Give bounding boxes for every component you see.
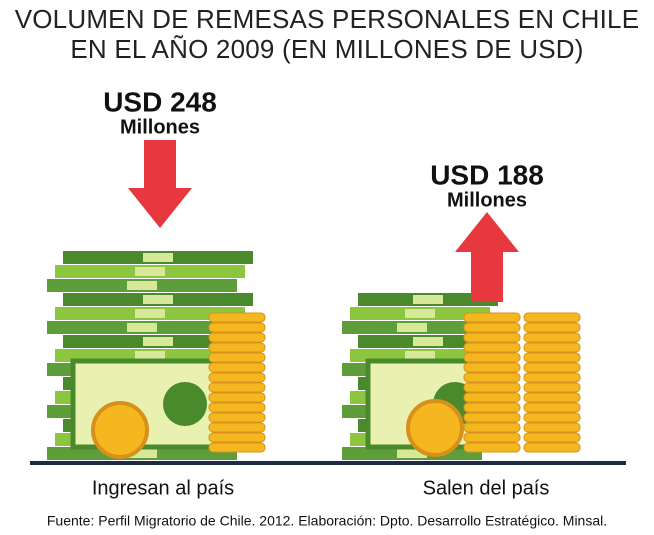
bill-band — [405, 351, 435, 360]
coin — [463, 392, 521, 403]
bill-band — [135, 309, 165, 318]
coin — [523, 312, 581, 323]
bill-band — [397, 449, 427, 458]
coin — [463, 362, 521, 373]
coin — [523, 322, 581, 333]
bill-band — [143, 295, 173, 304]
coin — [208, 412, 266, 423]
coin — [208, 442, 266, 453]
coin — [208, 382, 266, 393]
bill-band — [127, 323, 157, 332]
unit-label: Millones — [120, 116, 200, 138]
coin — [208, 402, 266, 413]
coin — [523, 412, 581, 423]
coin — [523, 342, 581, 353]
coin — [523, 442, 581, 453]
coin — [523, 432, 581, 443]
value-label: USD 188 — [430, 159, 544, 190]
chart-title: VOLUMEN DE REMESAS PERSONALES EN CHILE E… — [14, 4, 640, 64]
coin — [208, 312, 266, 323]
big-coin — [406, 399, 464, 457]
value-label: USD 248 — [103, 86, 217, 117]
coin — [208, 422, 266, 433]
bill-band — [143, 253, 173, 262]
coin — [463, 422, 521, 433]
coin — [463, 382, 521, 393]
bill-band — [135, 267, 165, 276]
coin — [208, 332, 266, 343]
coin — [208, 362, 266, 373]
arrow — [128, 140, 192, 228]
coin — [208, 432, 266, 443]
bill-band — [143, 337, 173, 346]
category-label: Ingresan al país — [92, 477, 234, 499]
bill-band — [127, 449, 157, 458]
coin — [463, 432, 521, 443]
bill-band — [413, 295, 443, 304]
coin — [463, 372, 521, 383]
coin — [463, 332, 521, 343]
coin — [463, 352, 521, 363]
bill-band — [405, 309, 435, 318]
bill-seal — [163, 382, 207, 426]
coin — [208, 372, 266, 383]
coin — [463, 322, 521, 333]
arrow — [455, 212, 519, 302]
coin — [208, 322, 266, 333]
coin — [523, 402, 581, 413]
coin — [523, 332, 581, 343]
coin — [523, 382, 581, 393]
bill-band — [413, 337, 443, 346]
coin-stack — [463, 312, 521, 453]
source: Fuente: Perfil Migratorio de Chile. 2012… — [47, 513, 607, 529]
coin — [523, 372, 581, 383]
coin-stack — [208, 312, 266, 453]
coin — [523, 352, 581, 363]
coin — [523, 362, 581, 373]
coin — [523, 392, 581, 403]
coin — [463, 402, 521, 413]
unit-label: Millones — [447, 189, 527, 211]
bill-band — [397, 323, 427, 332]
coin — [208, 352, 266, 363]
coin-stack — [523, 312, 581, 453]
coin — [208, 342, 266, 353]
coin — [463, 412, 521, 423]
category-label: Salen del país — [423, 477, 550, 499]
coin — [523, 422, 581, 433]
big-coin — [91, 401, 149, 459]
coin — [208, 392, 266, 403]
bill-band — [135, 351, 165, 360]
bill-band — [127, 281, 157, 290]
coin — [463, 312, 521, 323]
coin — [463, 342, 521, 353]
coin — [463, 442, 521, 453]
